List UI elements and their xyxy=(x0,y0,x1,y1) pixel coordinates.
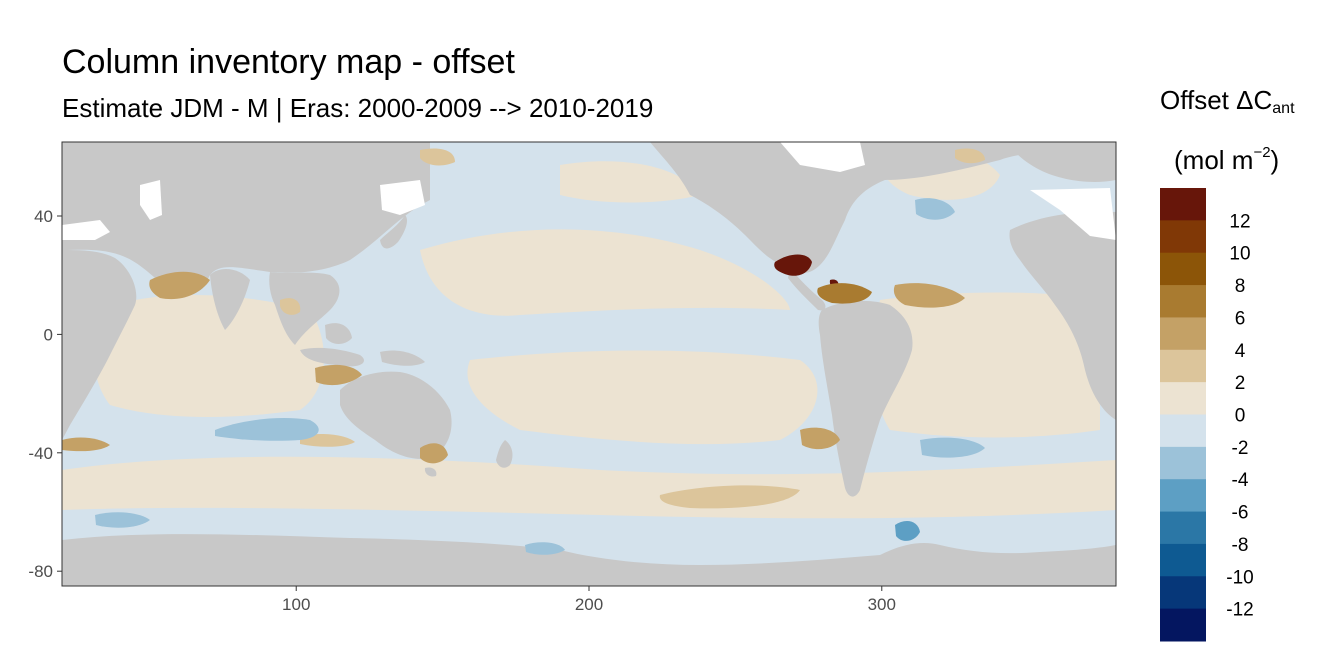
land-southeast-asia xyxy=(269,272,340,345)
missing-data-arctic xyxy=(380,180,425,215)
anomaly-arabian-sea xyxy=(149,271,210,300)
ocean-region-southern-neutral xyxy=(62,456,1116,519)
x-tick-label: 300 xyxy=(868,595,896,614)
legend-label: -8 xyxy=(1232,535,1249,556)
anomaly-tropical-atlantic xyxy=(893,283,965,308)
legend-unit-suffix: ) xyxy=(1270,145,1280,175)
land-india xyxy=(210,268,250,330)
legend-label: -12 xyxy=(1226,600,1253,621)
legend-swatch xyxy=(1160,446,1206,480)
land-tasmania xyxy=(424,467,437,477)
y-tick-label: 0 xyxy=(44,325,53,344)
legend-swatch xyxy=(1160,576,1206,610)
anomaly-north-atlantic xyxy=(955,148,985,164)
land-eurasia-west xyxy=(62,142,430,295)
land-africa xyxy=(62,250,137,440)
x-axis: 100 200 300 xyxy=(282,586,896,614)
anomaly-indian-east xyxy=(315,364,362,386)
land-new-zealand xyxy=(496,440,513,468)
ocean-region-south-pacific-neutral xyxy=(467,350,818,445)
x-tick-label: 200 xyxy=(575,595,603,614)
land-new-guinea xyxy=(380,350,425,366)
missing-data-northwest xyxy=(62,220,110,240)
anomaly-south-atlantic-west xyxy=(800,427,840,450)
legend-label: 8 xyxy=(1235,276,1246,297)
legend-label: -10 xyxy=(1226,567,1253,588)
legend-swatch xyxy=(1160,349,1206,383)
legend-swatch xyxy=(1160,252,1206,286)
anomaly-north-pacific-west xyxy=(420,148,455,166)
y-axis: 40 0 -40 -80 xyxy=(28,207,62,581)
y-tick-label: 40 xyxy=(34,207,53,226)
legend-unit-superscript: −2 xyxy=(1253,144,1271,161)
missing-data-baffin xyxy=(1030,188,1116,240)
legend-title-main: Offset ΔC xyxy=(1160,85,1273,115)
anomaly-southern-ring xyxy=(300,434,355,447)
anomaly-tasman-sea xyxy=(420,443,448,464)
land-borneo xyxy=(325,323,352,344)
land-central-america xyxy=(788,268,826,311)
y-tick-label: -40 xyxy=(28,444,53,463)
x-tick-label: 100 xyxy=(282,595,310,614)
land-greenland xyxy=(1010,142,1116,182)
legend-swatch xyxy=(1160,543,1206,577)
land xyxy=(62,142,1116,586)
legend-swatch xyxy=(1160,608,1206,642)
legend-label: 12 xyxy=(1229,211,1250,232)
land-north-america xyxy=(650,142,1116,273)
land-japan xyxy=(380,215,408,249)
anomaly-weddell-sea-low xyxy=(895,520,920,541)
land-south-america xyxy=(818,300,913,497)
legend-label: -6 xyxy=(1232,503,1249,524)
land-antarctica xyxy=(62,534,1116,586)
ocean-region-atlantic-neutral xyxy=(873,292,1100,438)
legend-swatch xyxy=(1160,317,1206,351)
missing-data-siberia xyxy=(140,180,162,220)
legend-label: 6 xyxy=(1235,308,1246,329)
land-australia xyxy=(340,371,452,459)
anomaly-labrador-sea xyxy=(915,198,955,220)
legend-title-subscript: ant xyxy=(1272,100,1295,117)
map-title: Column inventory map - offset xyxy=(62,43,515,81)
anomaly-south-pacific-band xyxy=(659,485,800,509)
legend-unit-prefix: (mol m xyxy=(1174,145,1254,175)
legend-label: -4 xyxy=(1232,470,1249,491)
legend-label: 2 xyxy=(1235,373,1246,394)
legend-swatch xyxy=(1160,188,1206,221)
anomaly-caribbean xyxy=(817,283,872,304)
legend-label: 4 xyxy=(1235,341,1246,362)
legend-colorbar xyxy=(1160,188,1206,642)
legend-label: -2 xyxy=(1232,438,1249,459)
anomaly-ross-sea xyxy=(525,542,565,555)
anomaly-scotia-sea xyxy=(920,437,985,458)
legend-swatch xyxy=(1160,414,1206,448)
y-tick-label: -80 xyxy=(28,562,53,581)
ocean-region-indian-neutral xyxy=(93,295,324,417)
legend-label: 10 xyxy=(1229,244,1250,265)
legend-swatch xyxy=(1160,220,1206,254)
legend-swatch xyxy=(1160,479,1206,513)
land-europe-africa-east xyxy=(1009,211,1116,420)
legend-unit: (mol m−2) xyxy=(1174,136,1279,177)
ocean-region-pacific-north-neutral xyxy=(560,161,700,203)
legend-label: 0 xyxy=(1235,406,1246,427)
legend-labels: 12 10 8 6 4 2 0 -2 -4 -6 -8 -10 -12 xyxy=(1226,211,1253,620)
missing-data-canada xyxy=(780,142,865,172)
missing-data xyxy=(62,142,1116,240)
ocean-region-north-pacific-neutral xyxy=(420,229,790,316)
anomaly-southern-indian-west xyxy=(95,512,150,528)
legend-swatch xyxy=(1160,511,1206,545)
legend-title: Offset ΔCant xyxy=(1160,84,1295,125)
legend-swatch xyxy=(1160,285,1206,318)
legend-swatch xyxy=(1160,382,1206,415)
map-panel xyxy=(62,142,1116,586)
anomaly-philippines xyxy=(280,298,301,315)
land-indonesia xyxy=(300,347,365,367)
anomaly-indian-south xyxy=(62,437,110,452)
map-subtitle: Estimate JDM - M | Eras: 2000-2009 --> 2… xyxy=(62,93,654,123)
anomaly-gulf-of-mexico-high xyxy=(774,254,812,276)
anomaly-southern-indian-low xyxy=(215,418,319,441)
